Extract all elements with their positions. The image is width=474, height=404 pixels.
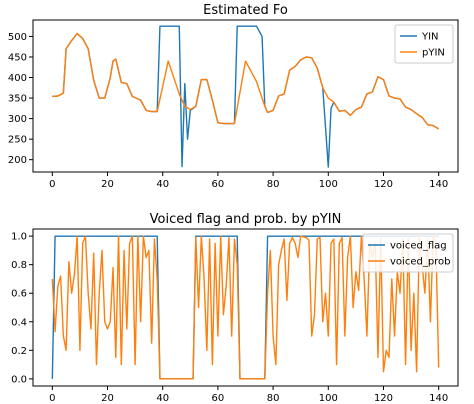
legend-label: voiced_prob [390, 257, 451, 268]
x-tick-label: 20 [101, 179, 114, 190]
plot-frame [32, 228, 459, 387]
x-tick-label: 0 [49, 393, 55, 404]
legend-label: voiced_flag [390, 241, 447, 252]
legend-box [394, 24, 454, 64]
y-tick-label: 300 [8, 114, 27, 125]
y-tick-label: 0.2 [11, 346, 27, 357]
plot-frame [32, 19, 459, 173]
y-tick-label: 0.8 [11, 260, 27, 271]
x-tick-label: 80 [267, 179, 280, 190]
x-tick-label: 20 [101, 393, 114, 404]
y-tick-label: 500 [8, 32, 27, 43]
y-tick-label: 250 [8, 135, 27, 146]
x-tick-label: 100 [319, 179, 338, 190]
x-tick-label: 40 [156, 179, 169, 190]
x-tick-label: 120 [374, 393, 393, 404]
legend-box [362, 233, 454, 273]
legend-label: pYIN [422, 48, 445, 59]
x-tick-label: 60 [212, 393, 225, 404]
chart-title: Estimated Fo [203, 3, 288, 18]
y-tick-label: 0.4 [11, 317, 27, 328]
x-tick-label: 0 [49, 179, 55, 190]
y-tick-label: 1.0 [11, 232, 27, 243]
y-tick-label: 0.0 [11, 374, 27, 385]
x-tick-label: 140 [429, 393, 448, 404]
y-tick-label: 0.6 [11, 289, 27, 300]
series-line-voiced-prob [51, 235, 440, 380]
series-line-yin [52, 25, 440, 168]
y-tick-label: 400 [8, 73, 27, 84]
series-line-pyin [52, 32, 440, 130]
x-tick-label: 120 [374, 179, 393, 190]
chart-title: Voiced flag and prob. by pYIN [150, 212, 342, 227]
chart-2: Voiced flag and prob. by pYIN 0 20 40 60 80 10… [11, 212, 459, 404]
y-tick-label: 350 [8, 94, 27, 105]
legend-label: YIN [421, 32, 439, 43]
x-tick-label: 100 [319, 393, 338, 404]
chart-1: Estimated Fo 0 20 40 60 80 100 120 140 200 250 300 3… [8, 3, 459, 190]
x-tick-label: 140 [429, 179, 448, 190]
y-tick-label: 200 [8, 155, 27, 166]
x-tick-label: 80 [267, 393, 280, 404]
x-tick-label: 40 [156, 393, 169, 404]
y-tick-label: 450 [8, 52, 27, 63]
x-tick-label: 60 [212, 179, 225, 190]
